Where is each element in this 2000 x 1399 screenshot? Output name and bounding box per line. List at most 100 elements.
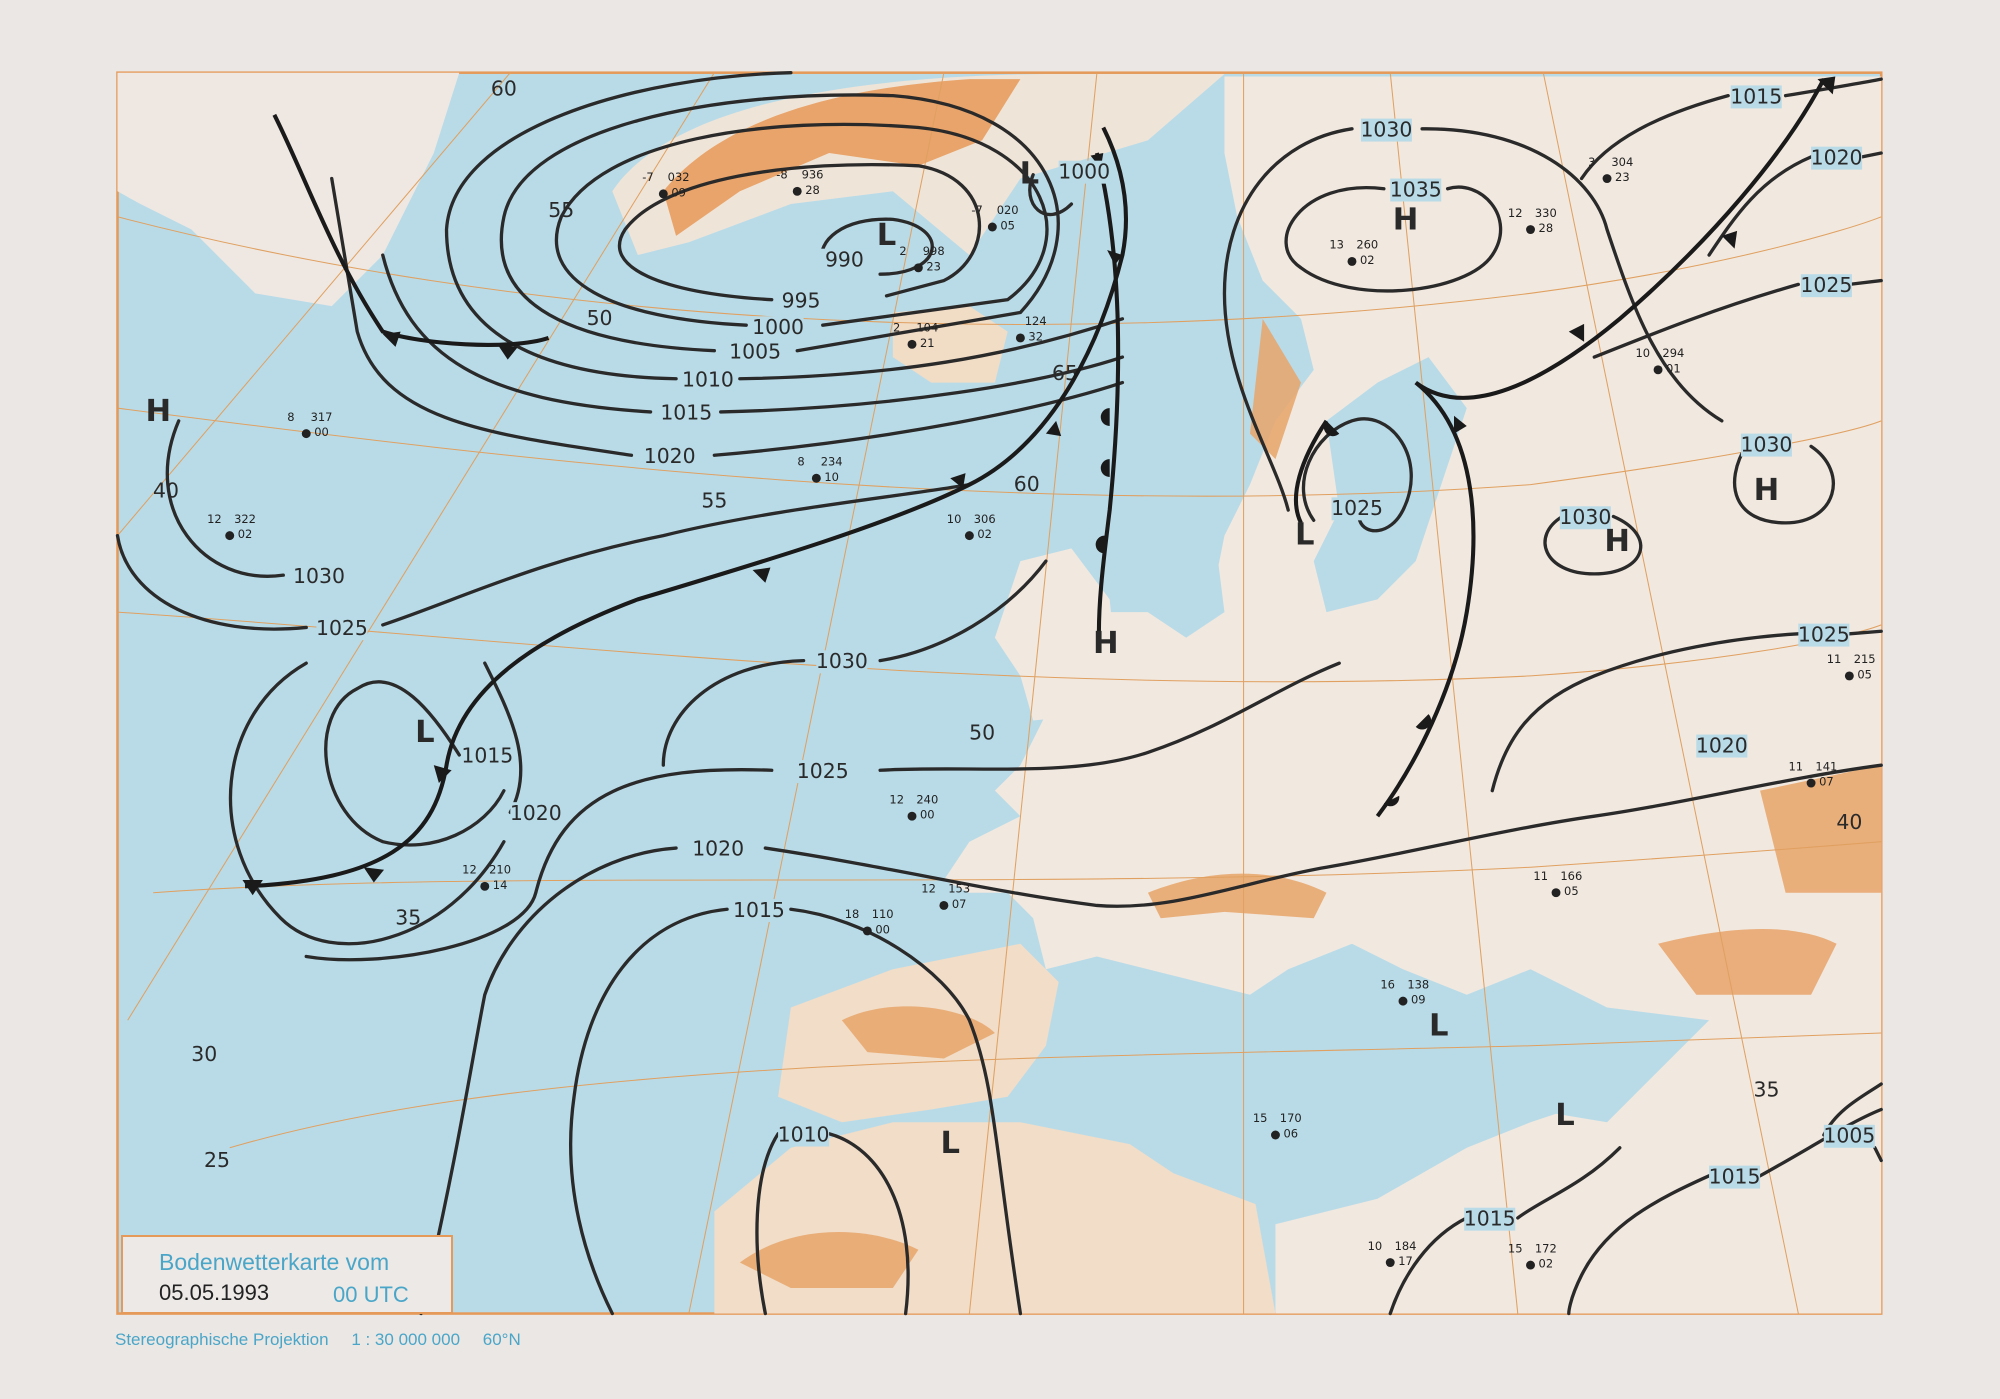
station-temperature: 2 <box>899 244 906 258</box>
isobar-1025-scand <box>1301 417 1413 533</box>
low-pressure-center: L <box>941 1126 961 1161</box>
station-pressure: 260 <box>1356 238 1378 252</box>
station-cloud-cover-icon <box>907 811 917 821</box>
latitude-label: 55 <box>701 489 727 513</box>
isobar-label-bg <box>1730 85 1782 109</box>
station-temperature: 2 <box>893 321 900 335</box>
caption-time: 00 UTC <box>333 1282 409 1307</box>
iceland <box>892 306 1008 383</box>
reference-latitude: 60°N <box>482 1330 521 1349</box>
station-temperature: 3 <box>1588 155 1595 169</box>
station-temperature: 12 <box>207 512 222 526</box>
low-pressure-center: L <box>1429 1009 1449 1044</box>
isobar-label-bg <box>1709 1165 1761 1189</box>
isobar-label: 1015 <box>1730 84 1782 108</box>
isobar-label: 1030 <box>1740 432 1792 456</box>
station-tendency: 28 <box>805 183 820 197</box>
isobar-label: 1025 <box>1798 622 1850 646</box>
station-pressure: 330 <box>1535 206 1557 220</box>
station-cloud-cover-icon <box>1271 1130 1280 1140</box>
station-temperature: 10 <box>1368 1239 1383 1253</box>
station-pressure: 104 <box>916 321 938 335</box>
station-temperature: 12 <box>889 792 904 806</box>
station-tendency: 01 <box>1666 361 1681 375</box>
station-pressure: 322 <box>234 512 256 526</box>
isobar-1005 <box>499 93 1060 353</box>
isobar-label: 1025 <box>1331 496 1383 520</box>
station-pressure: 936 <box>802 168 824 182</box>
station-cloud-cover-icon <box>1551 888 1561 898</box>
latitude-labels: 6055504035302520656055504035 <box>153 77 1862 1293</box>
station-cloud-cover-icon <box>907 339 917 349</box>
latitude-label: 60 <box>491 77 517 101</box>
isobar-label: 1010 <box>778 1122 830 1146</box>
scale-label: 1 : 30 000 000 <box>351 1330 461 1349</box>
isobar-995 <box>617 162 982 302</box>
station-cloud-cover-icon <box>1398 996 1408 1006</box>
isobar-label: 1005 <box>729 339 781 363</box>
isobar-label: 1020 <box>1811 146 1863 170</box>
station-temperature: 13 <box>1329 238 1344 252</box>
isobar-1010 <box>444 71 1125 381</box>
isobar-label: 1000 <box>752 315 804 339</box>
isobar-label: 1000 <box>1058 160 1110 184</box>
isobar-label-bg <box>1798 623 1850 647</box>
latitude-label: 40 <box>1836 810 1862 834</box>
station-pressure: 138 <box>1407 977 1429 991</box>
station-cloud-cover-icon <box>1844 671 1854 681</box>
mountain-relief <box>739 318 1882 1289</box>
station-tendency: 06 <box>1283 1127 1298 1141</box>
station-tendency: 32 <box>1028 330 1043 344</box>
station-cloud-cover-icon <box>1347 256 1357 266</box>
station-cloud-cover-icon <box>658 189 668 199</box>
station-pressure: 998 <box>923 244 945 258</box>
weather-fronts <box>244 78 1826 889</box>
isobar-label: 1015 <box>1709 1164 1761 1188</box>
station-tendency: 09 <box>671 185 686 199</box>
isobar-label-bg <box>729 340 781 364</box>
isobar-1025-ne <box>1592 278 1883 359</box>
station-temperature: 15 <box>1508 1241 1523 1255</box>
isobar-1015-left <box>324 680 506 847</box>
greenland-highland <box>663 79 1021 236</box>
isobar-label-bg <box>797 760 849 784</box>
station-cloud-cover-icon <box>1602 174 1612 184</box>
north-sea <box>1109 510 1225 638</box>
station-temperature: 11 <box>1827 652 1842 666</box>
station-plot: 8 234 10 <box>797 454 842 483</box>
station-cloud-cover-icon <box>964 531 974 541</box>
station-pressure: 153 <box>948 882 970 896</box>
station-temperature: 12 <box>1508 206 1523 220</box>
station-tendency: 09 <box>1411 993 1426 1007</box>
station-plot: 16 138 09 <box>1380 977 1429 1006</box>
occluded-front-atlantic <box>244 126 1128 889</box>
isobar-label: 1005 <box>1823 1124 1875 1148</box>
station-pressure: 172 <box>1535 1241 1557 1255</box>
isobar-label-bg <box>1696 734 1748 758</box>
isobar-label-bg <box>510 802 562 826</box>
isobar-label: 1015 <box>660 401 712 425</box>
cold-front-north-sea <box>1094 152 1121 651</box>
isobar-1025-mid <box>304 661 1341 962</box>
station-tendency: 02 <box>1539 1257 1554 1271</box>
map-caption: Bodenwetterkarte vom 05.05.1993 00 UTC <box>121 1235 453 1314</box>
isobar-label: 990 <box>825 248 864 272</box>
station-temperature: 8 <box>287 410 294 424</box>
isobar-label: 1030 <box>816 649 868 673</box>
station-cloud-cover-icon <box>987 222 997 232</box>
station-temperature: -7 <box>971 203 982 217</box>
station-tendency: 05 <box>1857 667 1872 681</box>
station-temperature: -7 <box>642 170 653 184</box>
isobar-1030-circle <box>1543 514 1643 576</box>
isobar-label: 1035 <box>1390 177 1442 201</box>
station-cloud-cover-icon <box>1385 1258 1395 1268</box>
station-pressure: 032 <box>668 170 690 184</box>
